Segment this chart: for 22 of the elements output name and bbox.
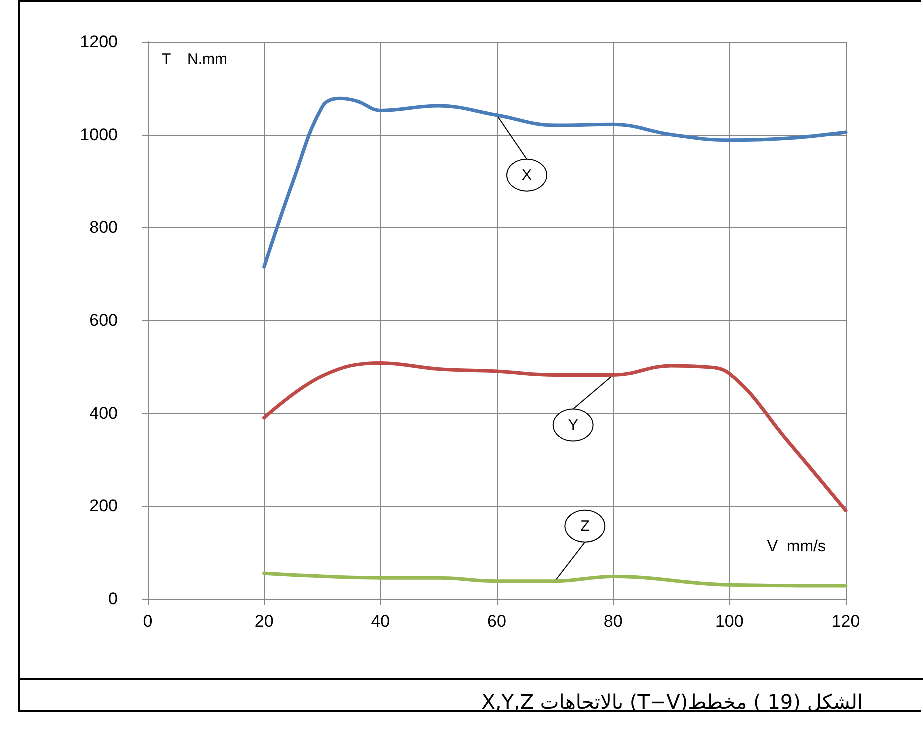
x-tick-label: 40 xyxy=(371,612,390,631)
y-tick-label: 600 xyxy=(90,311,118,330)
text: Y xyxy=(568,416,578,434)
line-series xyxy=(262,361,848,513)
x-tick-label: 60 xyxy=(488,612,506,631)
x-axis-title: V mm/s xyxy=(767,538,826,556)
y-tick-label: 800 xyxy=(90,218,118,238)
line-series xyxy=(262,96,848,269)
y-tick-label: 1200 xyxy=(80,32,118,52)
text: X xyxy=(522,166,532,184)
y-tick-label: 200 xyxy=(90,496,118,516)
x-tick-label: 20 xyxy=(254,612,274,631)
x-tick-label: 0 xyxy=(143,612,153,631)
y-axis-title: T N.mm xyxy=(162,51,228,68)
text: Z xyxy=(580,518,590,535)
y-tick-label: 0 xyxy=(108,590,118,608)
x-tick-label: 100 xyxy=(715,612,744,631)
y-tick-label: 1000 xyxy=(80,125,118,144)
y-tick-label: 400 xyxy=(90,404,118,423)
line-series xyxy=(262,572,848,588)
x-tick-label: 80 xyxy=(604,612,623,631)
x-tick-label: 120 xyxy=(832,612,860,631)
